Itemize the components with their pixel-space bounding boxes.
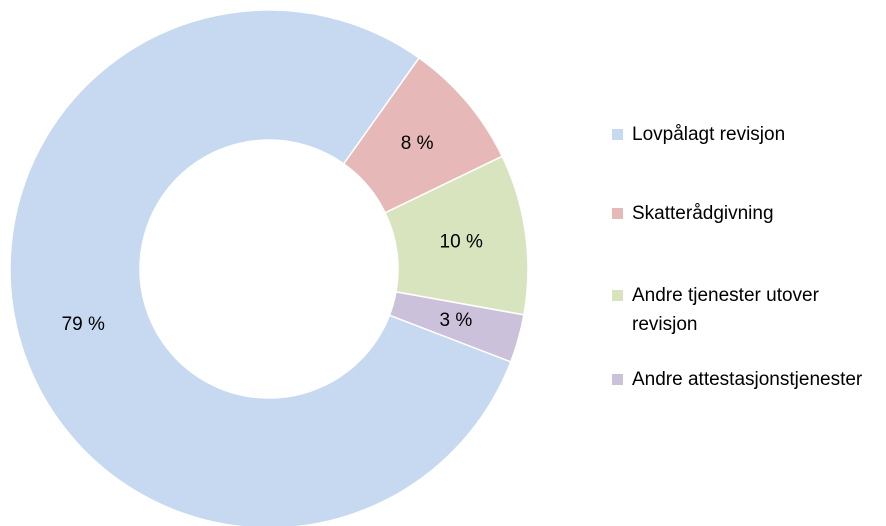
slice: [388, 290, 525, 363]
legend-label: Andre attestasjonstjenester: [632, 369, 863, 390]
legend-swatch: [612, 374, 623, 385]
legend-label: Lovpålagt revisjon: [632, 124, 786, 145]
legend-label: Andre tjenester utover revisjon: [632, 285, 819, 335]
data-label: 8 %: [401, 133, 434, 154]
data-label: 79 %: [62, 314, 105, 335]
legend-item: Andre attestasjonstjenester: [612, 365, 882, 394]
legend-swatch: [612, 290, 623, 301]
data-label: 3 %: [439, 310, 472, 331]
data-label: 10 %: [440, 232, 483, 253]
legend-item: Lovpålagt revisjon: [612, 120, 882, 149]
slice: [9, 9, 512, 526]
legend-swatch: [612, 208, 623, 219]
legend-swatch: [612, 129, 623, 140]
legend-label: Skatterådgivning: [632, 203, 774, 224]
legend-item: Skatterådgivning: [612, 199, 882, 228]
legend-item: Andre tjenester utover revisjon: [612, 281, 882, 339]
